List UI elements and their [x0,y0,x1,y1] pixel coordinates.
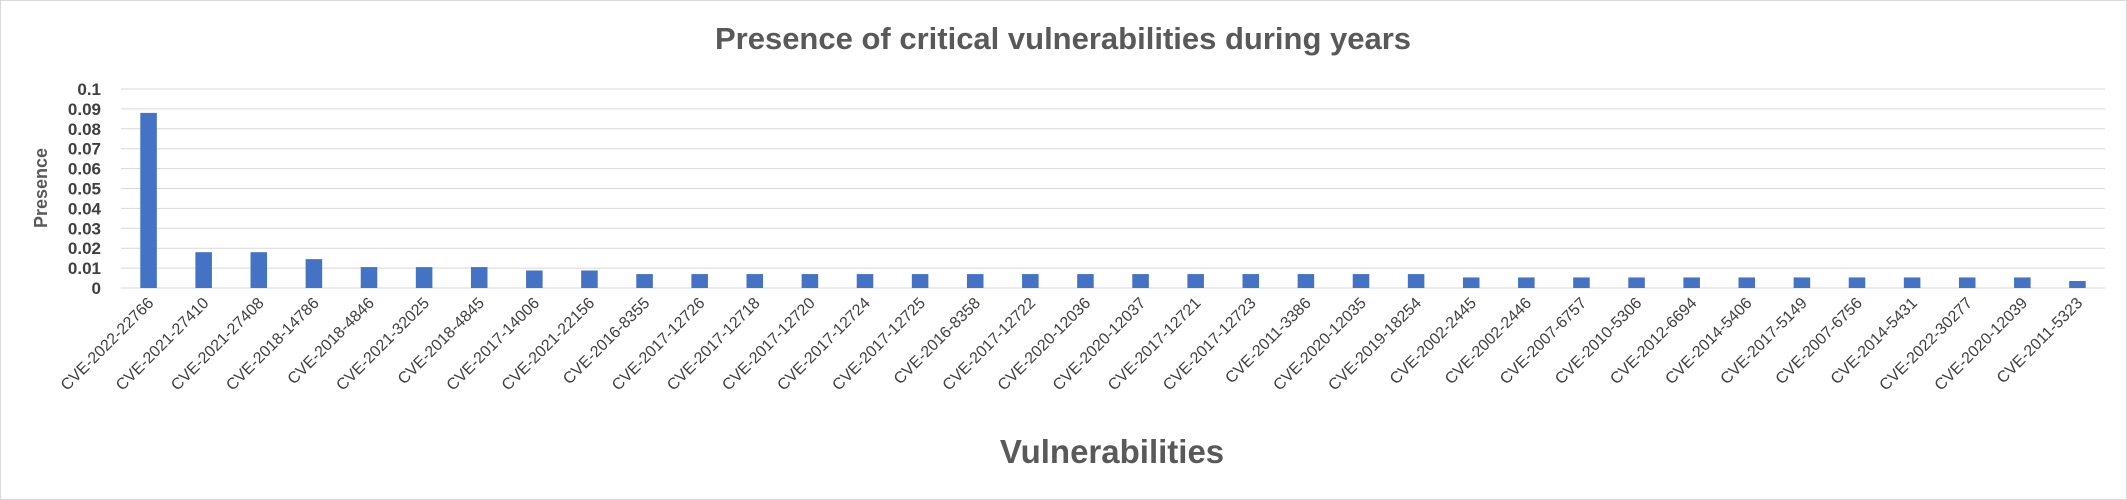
bar [195,252,212,288]
bar [1352,274,1370,288]
bar [1132,274,1149,288]
bar [1077,274,1094,288]
bar [1738,277,1756,288]
bar [1187,274,1204,288]
y-tick-label: 0.09 [68,100,101,119]
bar [415,267,433,288]
x-tick-label: CVE-2017-12720 [719,295,819,395]
bar [470,267,488,288]
x-axis-ticks: CVE-2022-22766CVE-2021-27410CVE-2021-274… [58,295,2086,395]
y-tick-label: 0.08 [68,120,101,139]
chart-title: Presence of critical vulnerabilities dur… [715,21,1411,56]
bar [360,267,378,288]
x-axis-title: Vulnerabilities [1000,433,1224,470]
y-tick-label: 0.06 [68,160,101,179]
x-tick-label: CVE-2017-12718 [664,295,764,395]
bar [801,274,819,288]
x-tick-label: CVE-2017-12721 [1105,295,1205,395]
x-tick-label: CVE-2017-12725 [829,295,929,395]
bar [1518,277,1535,288]
bar [1242,274,1260,288]
y-tick-label: 0.1 [77,80,101,99]
bar [305,259,323,288]
bar [140,112,157,288]
y-tick-label: 0.05 [68,180,101,199]
x-tick-label: CVE-2021-32025 [333,295,433,395]
bar [1628,277,1645,288]
y-tick-label: 0.03 [68,219,101,238]
bar [966,274,984,288]
y-tick-label: 0 [92,279,101,298]
bar [2014,277,2031,288]
y-axis-title: Presence [31,148,51,228]
bar [691,274,708,288]
x-tick-label: CVE-2021-22156 [499,295,599,395]
x-tick-label: CVE-2020-12039 [1932,295,2032,395]
x-tick-label: CVE-2020-12037 [1050,295,1150,395]
x-tick-label: CVE-2019-18254 [1325,295,1425,395]
x-tick-label: CVE-2021-27410 [113,295,213,395]
x-tick-label: CVE-2017-12726 [609,295,709,395]
bar [1958,277,1976,288]
bar [1573,277,1590,288]
y-tick-label: 0.07 [68,140,101,159]
x-tick-label: CVE-2018-14786 [223,295,323,395]
x-tick-label: CVE-2022-30277 [1877,295,1977,395]
x-tick-label: CVE-2022-22766 [58,295,158,395]
bar [856,274,874,288]
gridlines [121,88,2105,289]
x-tick-label: CVE-2017-12722 [940,295,1040,395]
x-tick-label: CVE-2017-14006 [444,295,544,395]
bar [2069,281,2086,288]
x-tick-label: CVE-2020-12035 [1270,295,1370,395]
bar [1462,277,1480,288]
bar [250,252,268,288]
bar [911,274,929,288]
y-tick-label: 0.01 [68,259,101,278]
bar [1022,274,1039,288]
bar [1793,277,1811,288]
x-tick-label: CVE-2020-12036 [995,295,1095,395]
y-tick-label: 0.02 [68,239,101,258]
bar [636,274,653,288]
y-axis-ticks: 00.010.020.030.040.050.060.070.080.090.1 [68,80,102,298]
bar [1407,274,1425,288]
bar [1848,277,1866,288]
bar [581,270,598,288]
y-tick-label: 0.04 [68,199,102,218]
bar [1297,274,1315,288]
bar [746,274,764,288]
x-tick-label: CVE-2021-27408 [168,295,268,395]
bar [1683,277,1700,288]
x-tick-label: CVE-2017-12723 [1160,295,1260,395]
bars [140,112,2086,288]
bar [526,270,543,288]
x-tick-label: CVE-2017-12724 [774,295,874,395]
bar [1903,277,1921,288]
